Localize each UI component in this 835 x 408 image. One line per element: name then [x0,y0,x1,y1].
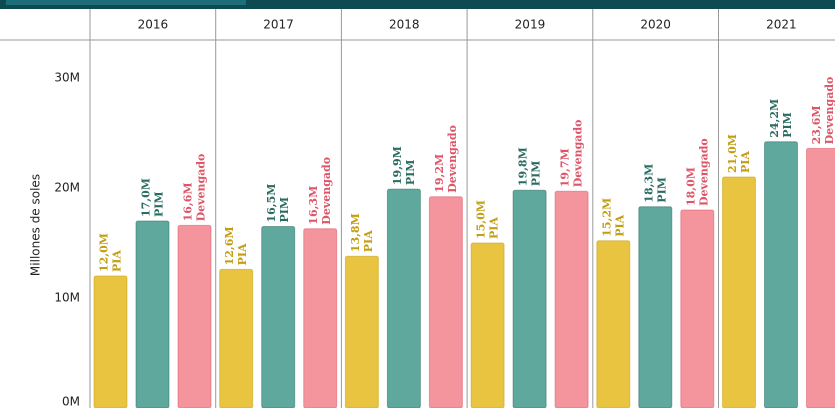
value-label: 15,0M [475,200,488,239]
series-label: PIM [278,197,291,223]
value-label: 18,3M [642,164,655,203]
series-label: PIA [613,214,626,236]
value-label: 17,0M [140,178,153,217]
series-label: PIM [404,160,417,186]
series-label: Devengado [697,138,710,206]
x-tick-label: 2021 [766,18,797,32]
series-label: Devengado [195,154,208,222]
series-label: PIM [530,161,543,187]
y-tick-label: 0M [62,395,80,408]
series-label: PIM [655,177,668,203]
bar [177,224,212,408]
bar [638,206,673,408]
title-tab [6,0,246,5]
y-tick-label: 30M [54,71,80,85]
bar [722,176,756,408]
series-label: Devengado [823,77,835,145]
value-label: 15,2M [600,198,613,237]
y-tick-label: 10M [54,291,80,305]
bar [470,242,505,408]
bar [135,220,170,408]
value-label: 19,8M [517,147,530,186]
bar [386,188,421,408]
value-label: 19,9M [391,146,404,185]
series-label: PIA [739,151,752,173]
bar [93,275,128,408]
value-label: 19,7M [559,148,572,187]
top-bar [0,0,835,9]
series-label: Devengado [320,157,333,225]
x-tick-label: 2018 [389,18,420,32]
series-label: PIM [153,191,166,217]
bar [596,240,631,408]
value-label: 16,5M [265,184,278,223]
value-label: 23,6M [810,105,823,144]
x-tick-label: 2016 [138,18,169,32]
value-label: 18,0M [684,167,697,206]
bar [303,228,338,408]
x-tick-label: 2017 [263,18,294,32]
value-label: 21,0M [726,134,739,173]
value-label: 19,2M [433,154,446,193]
series-label: PIA [488,217,501,239]
value-label: 12,6M [223,226,236,265]
bar [764,141,798,408]
bar [344,255,379,408]
bar [680,209,715,408]
value-label: 24,2M [768,99,781,138]
series-label: PIA [362,230,375,252]
value-label: 16,6M [182,182,195,221]
value-label: 16,3M [307,186,320,225]
series-label: Devengado [572,120,585,188]
x-tick-label: 2020 [640,18,671,32]
y-axis-label: Millones de soles [29,174,43,276]
series-label: Devengado [446,125,459,193]
bar [512,189,547,408]
series-label: PIM [781,112,794,138]
bar [219,268,254,408]
value-label: 13,8M [349,213,362,252]
bar [428,196,463,408]
x-tick-label: 2019 [515,18,546,32]
bar [806,147,835,408]
bar [261,226,296,408]
bar [554,190,589,408]
value-label: 12,0M [98,233,111,272]
y-tick-label: 20M [54,181,80,195]
series-label: PIA [111,250,124,272]
series-label: PIA [236,243,249,265]
